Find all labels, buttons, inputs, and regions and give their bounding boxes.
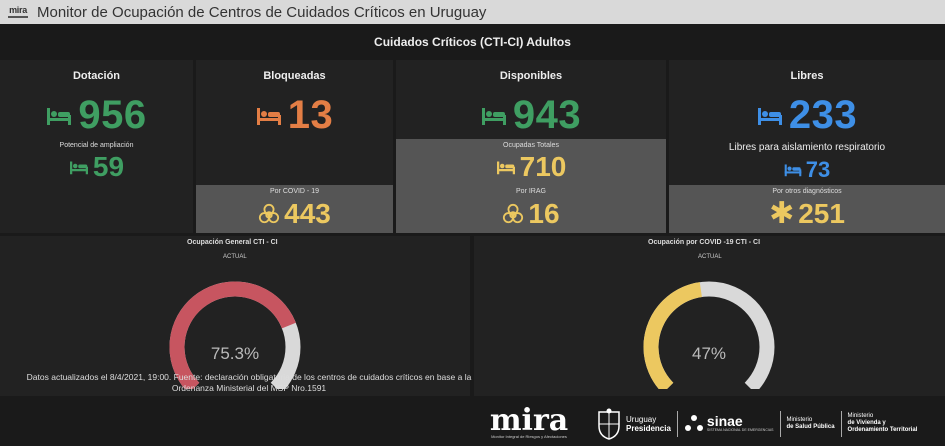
ampliacion-box: Potencial de ampliación 59 [0, 139, 193, 185]
gauge-general-value: 75.3% [210, 344, 260, 363]
covid-value: 443 [284, 198, 331, 229]
gauge-general [169, 281, 301, 389]
ocupadas-label: Ocupadas Totales [503, 142, 559, 149]
mira-logo: mira Monitor Integral de Riesgos y Afect… [489, 403, 569, 440]
otros-value: 251 [798, 198, 845, 229]
libres-value: 233 [788, 93, 858, 137]
bed-icon [757, 107, 782, 125]
irag-box: Por IRAG 16 [396, 185, 666, 233]
covid-label: Por COVID - 19 [269, 188, 319, 195]
sinae-logo: sinae SISTEMA NACIONAL DE EMERGENCIAS [706, 413, 774, 432]
bed-icon [496, 161, 515, 174]
covid-box: Por COVID - 19 443 [196, 185, 393, 233]
otros-label: Por otros diagnósticos [772, 188, 842, 195]
otros-box: Por otros diagnósticos ✱ 251 [669, 185, 945, 233]
disponibles-value: 943 [512, 93, 582, 137]
col-header-disponibles: Disponibles [396, 60, 666, 92]
uruguay-shield-icon [598, 408, 620, 440]
app-title: Monitor de Ocupación de Centros de Cuida… [37, 3, 487, 21]
col-header-libres: Libres [669, 60, 945, 92]
biohazard-icon [503, 203, 524, 224]
col-header-bloqueadas: Bloqueadas [196, 60, 393, 92]
gauge-covid-subtitle: ACTUAL [698, 254, 722, 260]
gauge-covid-title: Ocupación por COVID -19 CTI - CI [648, 239, 761, 246]
bloqueadas-value: 13 [287, 93, 334, 137]
mira-small-logo: mira [7, 5, 29, 19]
col-header-dotacion: Dotación [0, 60, 193, 92]
bloqueadas-empty-box [196, 139, 393, 185]
gauge-covid [643, 281, 775, 389]
irag-label: Por IRAG [516, 188, 546, 195]
gauge-covid-value: 47% [691, 344, 727, 363]
libres-value-box: 233 [669, 92, 945, 139]
msp-logo: Ministerio de Salud Pública [786, 416, 835, 430]
asterisk-icon: ✱ [769, 197, 795, 230]
gauge-panel-general [0, 236, 470, 396]
gauge-fill [643, 282, 703, 389]
presidencia-logo: Uruguay Presidencia [626, 414, 671, 433]
gauge-fill [169, 281, 296, 389]
dashboard: Cuidados Críticos (CTI-CI) Adultos Dotac… [0, 27, 945, 446]
dotacion-value-box: 956 [0, 92, 193, 139]
ocupadas-value: 710 [519, 151, 567, 182]
bed-icon [47, 107, 72, 125]
biohazard-icon [259, 203, 280, 224]
gauge-general-subtitle: ACTUAL [223, 254, 247, 260]
bed-icon [69, 161, 88, 174]
bloqueadas-value-box: 13 [196, 92, 393, 139]
ampliacion-value: 59 [92, 151, 125, 182]
dotacion-value: 956 [78, 93, 147, 137]
ampliacion-label: Potencial de ampliación [59, 142, 134, 149]
dashboard-header: Cuidados Críticos (CTI-CI) Adultos [374, 35, 571, 49]
sinae-icon [684, 414, 703, 431]
aislamiento-box: Libres para aislamiento respiratorio 73 [669, 139, 945, 185]
disponibles-value-box: 943 [396, 92, 666, 139]
irag-value: 16 [528, 198, 560, 229]
gauge-general-title: Ocupación General CTI - CI [187, 239, 278, 246]
footnote: Datos actualizados el 8/4/2021, 19:00. F… [26, 372, 472, 393]
mvot-logo: Ministerio de Vivienda y Ordenamiento Te… [847, 413, 918, 433]
logos-bar: mira Monitor Integral de Riesgos y Afect… [490, 403, 945, 444]
empty-box-left [0, 185, 193, 233]
bed-icon [784, 164, 802, 177]
gauge-panel-covid [474, 236, 945, 396]
app-titlebar: mira Monitor de Ocupación de Centros de … [0, 0, 945, 24]
bed-icon [481, 107, 506, 125]
aislamiento-value: 73 [805, 157, 831, 182]
ocupadas-box: Ocupadas Totales 710 [396, 139, 666, 185]
aislamiento-label: Libres para aislamiento respiratorio [728, 142, 886, 153]
bed-icon [256, 107, 281, 125]
